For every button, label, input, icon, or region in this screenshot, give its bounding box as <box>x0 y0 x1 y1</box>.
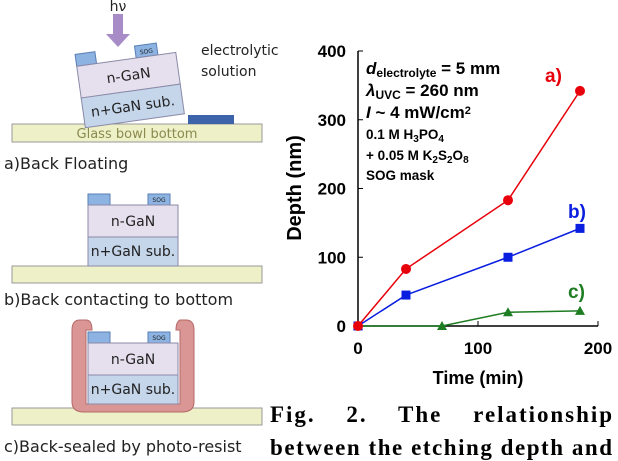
figure: Glass bowl bottom SOG n-GaN n+GaN sub. h… <box>0 0 618 461</box>
annotation-part: 4 <box>438 134 444 145</box>
mask-label: SOG <box>152 335 166 342</box>
y-tick-label: 200 <box>318 180 346 199</box>
layer-label: n+GaN sub. <box>91 382 175 398</box>
y-axis-title: Depth (nm) <box>284 135 306 241</box>
annotation-part: λ <box>365 81 375 100</box>
annotation: + 0.05 M K2S2O8 <box>366 148 469 166</box>
layer-label: n-GaN <box>111 214 155 230</box>
block <box>188 115 234 124</box>
marker <box>576 224 585 233</box>
annotation-part: SOG mask <box>366 168 435 183</box>
medium-label: solution <box>201 64 256 80</box>
light-label: hν <box>110 0 127 15</box>
marker <box>402 291 411 300</box>
y-tick-label: 300 <box>318 111 346 130</box>
panel-caption: c)Back-sealed by photo-resist <box>4 437 242 456</box>
annotation-part: = 260 nm <box>401 81 479 100</box>
pad <box>88 194 110 205</box>
chip: SOG n-GaN n+GaN sub. <box>75 41 184 128</box>
layer-label: n+GaN sub. <box>91 244 175 260</box>
marker <box>353 321 363 331</box>
medium-label: electrolytic <box>201 43 279 59</box>
annotation: SOG mask <box>366 168 435 183</box>
light-arrow <box>106 14 130 47</box>
layer-label: n-GaN <box>111 352 155 368</box>
y-tick-label: 0 <box>337 317 346 336</box>
marker <box>504 253 513 262</box>
figure-caption: Fig. 2. The relationship <box>270 402 612 427</box>
annotation-part: PO <box>419 127 439 142</box>
x-tick-label: 100 <box>464 339 492 358</box>
glass-bowl <box>12 266 262 283</box>
series-label: b) <box>568 202 586 223</box>
marker <box>575 86 585 96</box>
x-axis-title: Time (min) <box>433 368 524 388</box>
marker <box>401 264 411 274</box>
annotation-part: O <box>453 148 464 163</box>
pad <box>88 332 110 343</box>
y-tick-label: 100 <box>318 248 346 267</box>
panel-caption: a)Back Floating <box>4 154 128 173</box>
annotation-part: UVC <box>375 88 401 102</box>
series-label: c) <box>568 282 585 303</box>
annotation-part: S <box>438 148 447 163</box>
annotation: 0.1 M H3PO4 <box>366 127 444 145</box>
annotation-part: = 5 mm <box>436 59 500 78</box>
annotation: λUVC = 260 nm <box>365 81 479 102</box>
chart: Time (min) Depth (nm) 0 100 200 300 400 0 100 2… <box>284 42 612 388</box>
panel-c: SOG n-GaN n+GaN sub. c)Back-sealed by ph… <box>4 320 262 456</box>
annotation: delectrolyte = 5 mm <box>366 59 500 80</box>
annotation-part: d <box>366 59 377 78</box>
series-label: a) <box>545 66 562 87</box>
x-tick-label: 200 <box>584 339 612 358</box>
annotation-part: + 0.05 M K <box>366 148 433 163</box>
x-tick-label: 0 <box>353 339 362 358</box>
annotation-part: 2 <box>465 105 471 117</box>
marker <box>503 195 513 205</box>
figure-caption: between the etching depth and <box>270 435 612 460</box>
y-tick-label: 400 <box>318 42 346 61</box>
panel-caption: b)Back contacting to bottom <box>4 290 233 309</box>
panel-b: SOG n-GaN n+GaN sub. b)Back contacting t… <box>4 194 262 309</box>
annotation-part: electrolyte <box>376 66 436 80</box>
annotation-part: 8 <box>463 155 469 166</box>
substrate-label: Glass bowl bottom <box>77 127 198 142</box>
panel-a: Glass bowl bottom SOG n-GaN n+GaN sub. h… <box>4 0 279 173</box>
annotation-part: ~ 4 mW/cm <box>371 103 465 122</box>
annotation-part: 0.1 M H <box>366 127 413 142</box>
annotation: I ~ 4 mW/cm2 <box>366 103 471 122</box>
mask-label: SOG <box>152 197 166 204</box>
series-line <box>358 311 580 326</box>
